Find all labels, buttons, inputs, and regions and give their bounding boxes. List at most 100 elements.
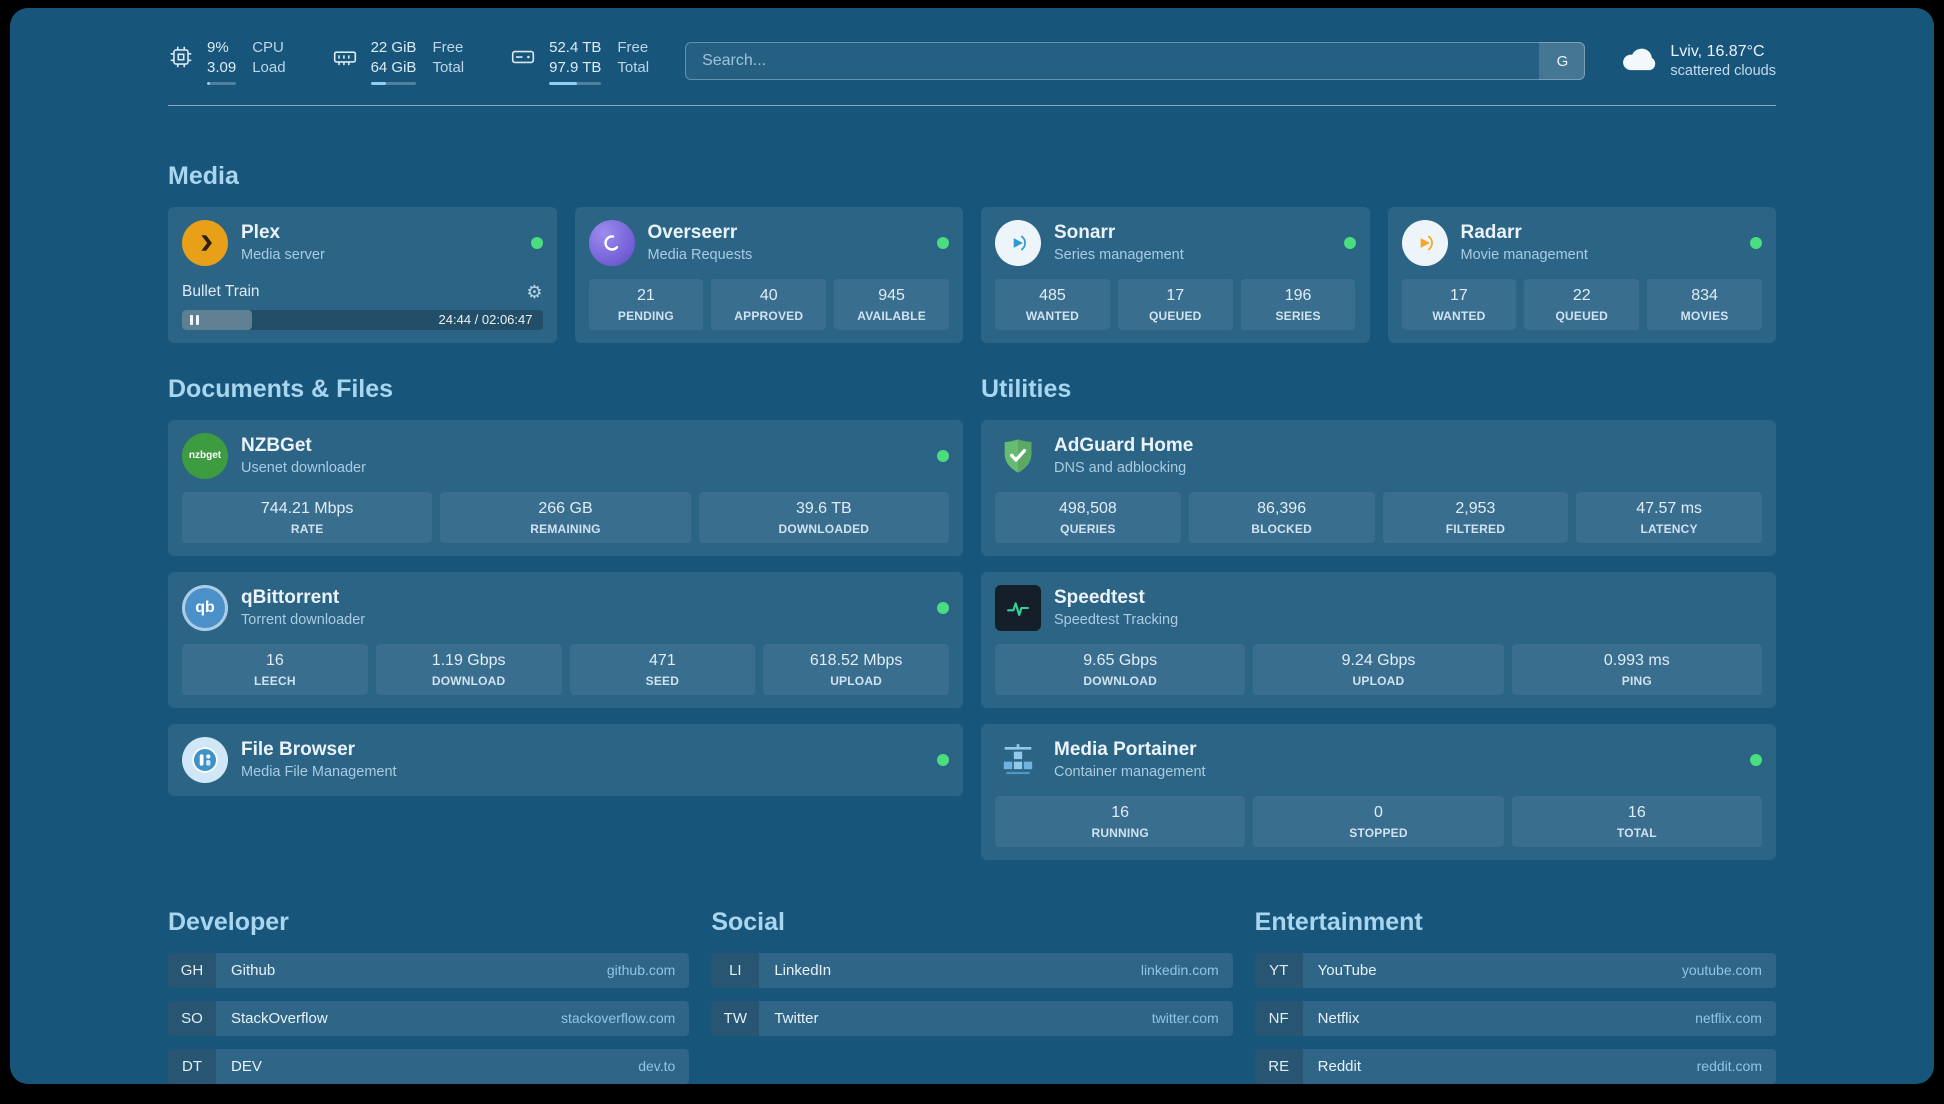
bookmark-group-entertainment: Entertainment YT YouTube youtube.com NF … (1254, 908, 1776, 1084)
stat-wanted: 485 WANTED (995, 278, 1110, 330)
stat-total: 16 TOTAL (1511, 795, 1762, 847)
playback-progress-bar[interactable]: 24:44 / 02:06:47 (182, 309, 543, 330)
service-card-adguard[interactable]: AdGuard Home DNS and adblocking 498,508 … (981, 419, 1776, 556)
service-subtitle: Speedtest Tracking (1054, 612, 1179, 629)
weather-location: Lviv, 16.87°C (1670, 43, 1765, 61)
radarr-icon (1401, 219, 1448, 266)
playback-progress-fill (182, 309, 253, 330)
service-card-nzbget[interactable]: nzbget NZBGet Usenet downloader 744.21 M… (168, 419, 963, 556)
bookmark-name: Github (231, 961, 276, 979)
stat-latency: 47.57 ms LATENCY (1576, 491, 1762, 543)
service-subtitle: Movie management (1460, 247, 1588, 264)
service-card-filebrowser[interactable]: File Browser Media File Management (168, 723, 963, 796)
service-card-qbittorrent[interactable]: qb qBittorrent Torrent downloader 16 LEE… (168, 571, 963, 708)
disk-free-value: 52.4 TB (549, 39, 602, 56)
service-card-plex[interactable]: Plex Media server Bullet Train ⚙ 24:44 (168, 206, 557, 343)
bookmark-name: YouTube (1317, 961, 1377, 979)
stat-blocked: 86,396 BLOCKED (1188, 491, 1375, 543)
service-subtitle: DNS and adblocking (1054, 460, 1187, 477)
gear-icon[interactable]: ⚙ (526, 281, 543, 302)
filebrowser-icon (182, 736, 228, 783)
search-provider-button[interactable]: G (1539, 42, 1586, 81)
bookmark-group-social: Social LI LinkedIn linkedin.com TW Twitt… (711, 907, 1233, 1084)
search-bar: G (685, 42, 1586, 81)
section-title-social: Social (711, 907, 785, 936)
stat-seed: 471 SEED (569, 643, 756, 695)
service-card-portainer[interactable]: Media Portainer Container management 16 … (981, 723, 1776, 860)
memory-usage-bar (370, 81, 417, 85)
bookmark-twitter[interactable]: TW Twitter twitter.com (711, 1000, 1233, 1036)
disk-usage-bar (549, 81, 602, 85)
section-title-utilities: Utilities (981, 374, 1072, 403)
cloud-icon (1621, 45, 1657, 77)
stat-wanted: 17 WANTED (1401, 278, 1517, 330)
stat-remaining: 266 GB REMAINING (440, 491, 691, 543)
bookmark-abbr: TW (711, 1000, 760, 1036)
overseerr-icon (588, 219, 635, 266)
cpu-icon (168, 44, 194, 75)
bookmark-dev[interactable]: DT DEV dev.to (168, 1048, 690, 1084)
bookmark-domain: reddit.com (1696, 1058, 1762, 1075)
memory-free-value: 22 GiB (370, 39, 417, 56)
search-input[interactable] (685, 42, 1586, 81)
section-utilities: Utilities AdGuard Home DNS and adblockin… (981, 375, 1776, 860)
disk-total-label: Total (617, 58, 650, 76)
bookmark-domain: netflix.com (1695, 1010, 1762, 1027)
weather-condition: scattered clouds (1670, 63, 1776, 80)
bookmark-abbr: NF (1254, 1000, 1303, 1036)
memory-icon (332, 44, 358, 75)
service-name: NZBGet (241, 435, 312, 457)
bookmark-abbr: YT (1254, 952, 1303, 988)
bookmark-netflix[interactable]: NF Netflix netflix.com (1254, 1000, 1776, 1036)
service-name: Sonarr (1054, 222, 1116, 244)
sonarr-icon (995, 219, 1041, 266)
service-name: Speedtest (1054, 587, 1145, 609)
service-card-sonarr[interactable]: Sonarr Series management 485 WANTED 17 Q… (981, 206, 1370, 343)
weather-widget: Lviv, 16.87°C scattered clouds (1621, 43, 1776, 79)
stat-queued: 17 QUEUED (1117, 278, 1233, 330)
service-name: qBittorrent (241, 587, 340, 609)
stat-series: 196 SERIES (1240, 278, 1356, 330)
service-name: AdGuard Home (1054, 435, 1194, 457)
bookmark-domain: dev.to (638, 1058, 676, 1075)
stat-approved: 40 APPROVED (711, 278, 827, 330)
bookmark-youtube[interactable]: YT YouTube youtube.com (1254, 952, 1776, 988)
section-media: Media Plex Media server Bullet Train (168, 162, 1776, 343)
service-card-radarr[interactable]: Radarr Movie management 17 WANTED 22 QUE… (1387, 206, 1776, 343)
memory-total-label: Total (432, 58, 465, 76)
bookmark-linkedin[interactable]: LI LinkedIn linkedin.com (711, 952, 1233, 988)
disk-total-value: 97.9 TB (549, 58, 602, 76)
pause-icon[interactable] (190, 314, 199, 325)
cpu-usage-value: 9% (207, 39, 229, 56)
bookmark-name: DEV (231, 1057, 262, 1075)
service-name: Media Portainer (1054, 739, 1197, 761)
memory-total-value: 64 GiB (370, 58, 417, 76)
memory-free-label: Free (432, 39, 464, 56)
bookmark-reddit[interactable]: RE Reddit reddit.com (1254, 1048, 1776, 1084)
service-name: Radarr (1460, 222, 1522, 244)
status-dot (1343, 236, 1356, 249)
service-card-speedtest[interactable]: Speedtest Speedtest Tracking 9.65 Gbps D… (981, 571, 1776, 708)
section-title-documents: Documents & Files (168, 374, 394, 403)
disk-free-label: Free (617, 39, 649, 56)
stat-movies: 834 MOVIES (1647, 278, 1762, 330)
resource-widgets: 9% 3.09 CPU Load 22 GiB (168, 38, 649, 85)
section-title-developer: Developer (168, 907, 289, 936)
bookmark-domain: twitter.com (1151, 1010, 1219, 1027)
stat-upload: 618.52 Mbps UPLOAD (763, 643, 949, 695)
bookmark-github[interactable]: GH Github github.com (168, 952, 690, 988)
status-dot (1750, 236, 1762, 249)
status-dot (937, 753, 949, 766)
stat-leech: 16 LEECH (182, 643, 368, 695)
stat-stopped: 0 STOPPED (1253, 795, 1504, 847)
plex-icon (182, 219, 228, 266)
bookmark-stackoverflow[interactable]: SO StackOverflow stackoverflow.com (168, 1000, 690, 1036)
service-subtitle: Torrent downloader (241, 612, 366, 629)
service-name: Overseerr (647, 222, 738, 244)
stat-filtered: 2,953 FILTERED (1382, 491, 1569, 543)
service-card-overseerr[interactable]: Overseerr Media Requests 21 PENDING 40 A… (574, 206, 963, 343)
disk-icon (510, 44, 536, 75)
section-documents-files: Documents & Files nzbget NZBGet Usenet d… (168, 375, 963, 860)
stat-queries: 498,508 QUERIES (995, 491, 1181, 543)
portainer-crane-icon (995, 737, 1041, 783)
